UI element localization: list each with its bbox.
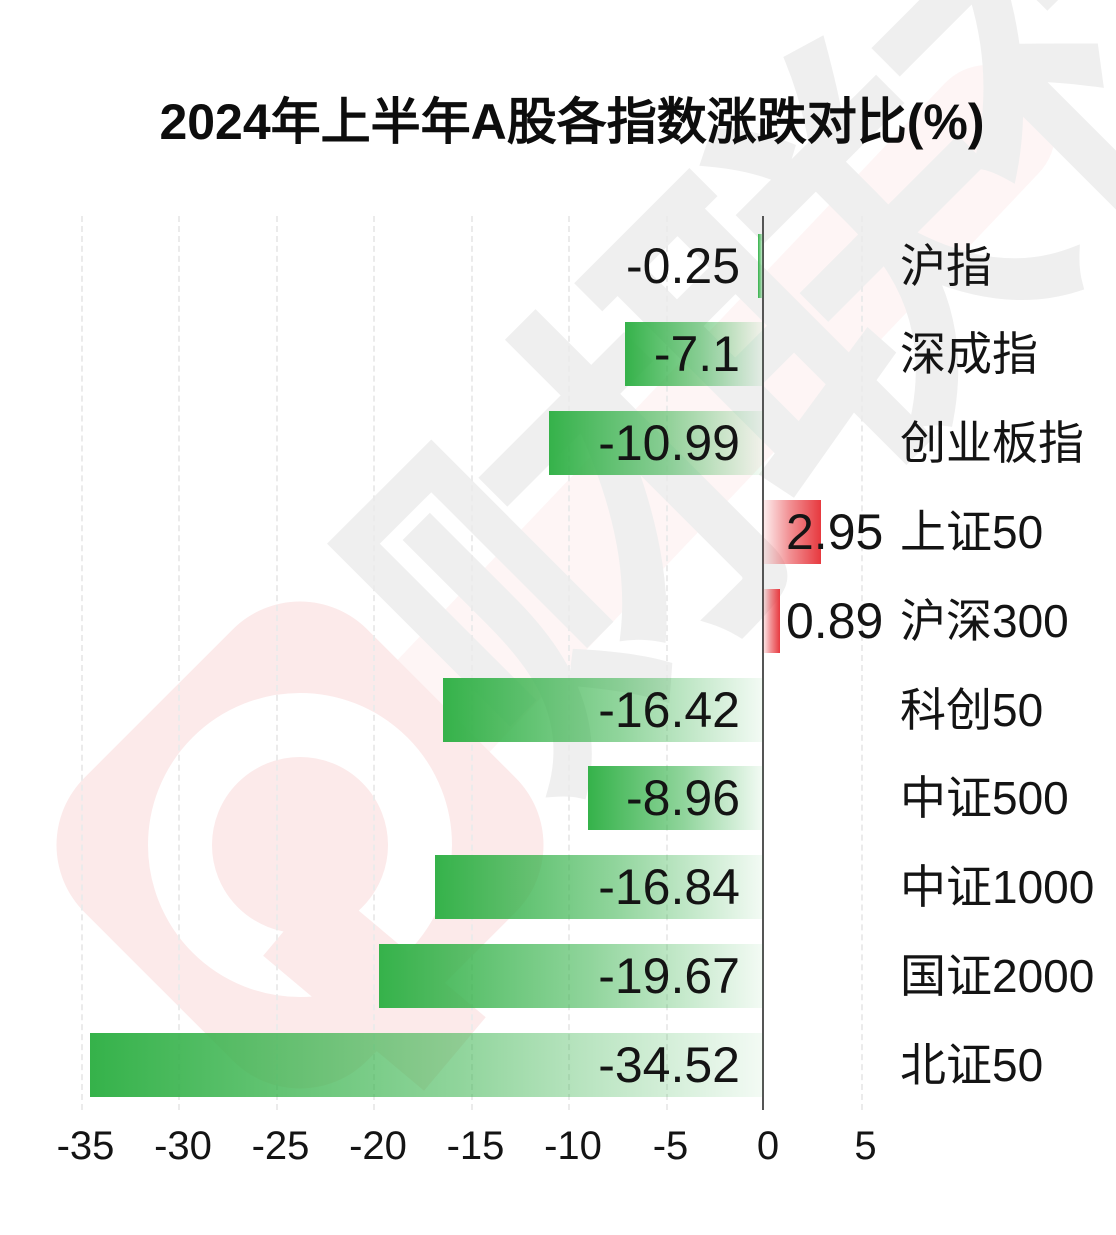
- x-axis-tick-label: 0: [756, 1124, 780, 1168]
- category-label: 中证500: [900, 772, 1069, 825]
- value-label: -10.99: [598, 415, 740, 472]
- category-label: 北证50: [900, 1038, 1044, 1091]
- category-label: 沪指: [900, 239, 992, 292]
- category-label: 沪深300: [900, 594, 1069, 647]
- x-axis-tick-label: -5: [652, 1124, 689, 1168]
- chart-title: 2024年上半年A股各指数涨跌对比(%): [159, 94, 985, 150]
- x-axis-tick-label: 5: [854, 1124, 877, 1168]
- gridline: [860, 216, 863, 1110]
- value-label: -34.52: [598, 1036, 740, 1093]
- category-label: 创业板指: [900, 417, 1084, 470]
- category-label: 深成指: [900, 328, 1038, 381]
- x-axis-tick-label: -35: [56, 1124, 115, 1168]
- value-label: -16.84: [598, 859, 740, 916]
- value-label: 0.89: [786, 592, 884, 649]
- value-label: -16.42: [598, 681, 740, 738]
- value-label: -8.96: [626, 770, 740, 827]
- x-axis-tick-label: -30: [154, 1124, 212, 1168]
- bar-negative: [758, 233, 763, 298]
- x-axis-tick-label: -15: [446, 1124, 505, 1168]
- category-label: 科创50: [900, 683, 1044, 736]
- value-label: -19.67: [598, 947, 740, 1004]
- value-label: -7.1: [653, 326, 740, 383]
- value-label: 2.95: [786, 503, 884, 560]
- x-axis-tick-label: -20: [349, 1124, 407, 1168]
- category-label: 上证50: [900, 505, 1044, 558]
- category-label: 国证2000: [900, 949, 1095, 1002]
- category-label: 中证1000: [900, 861, 1095, 914]
- value-label: -0.25: [626, 237, 740, 294]
- x-axis-tick-label: -10: [544, 1124, 602, 1168]
- x-axis-tick-label: -25: [251, 1124, 310, 1168]
- bar-positive: [763, 588, 781, 653]
